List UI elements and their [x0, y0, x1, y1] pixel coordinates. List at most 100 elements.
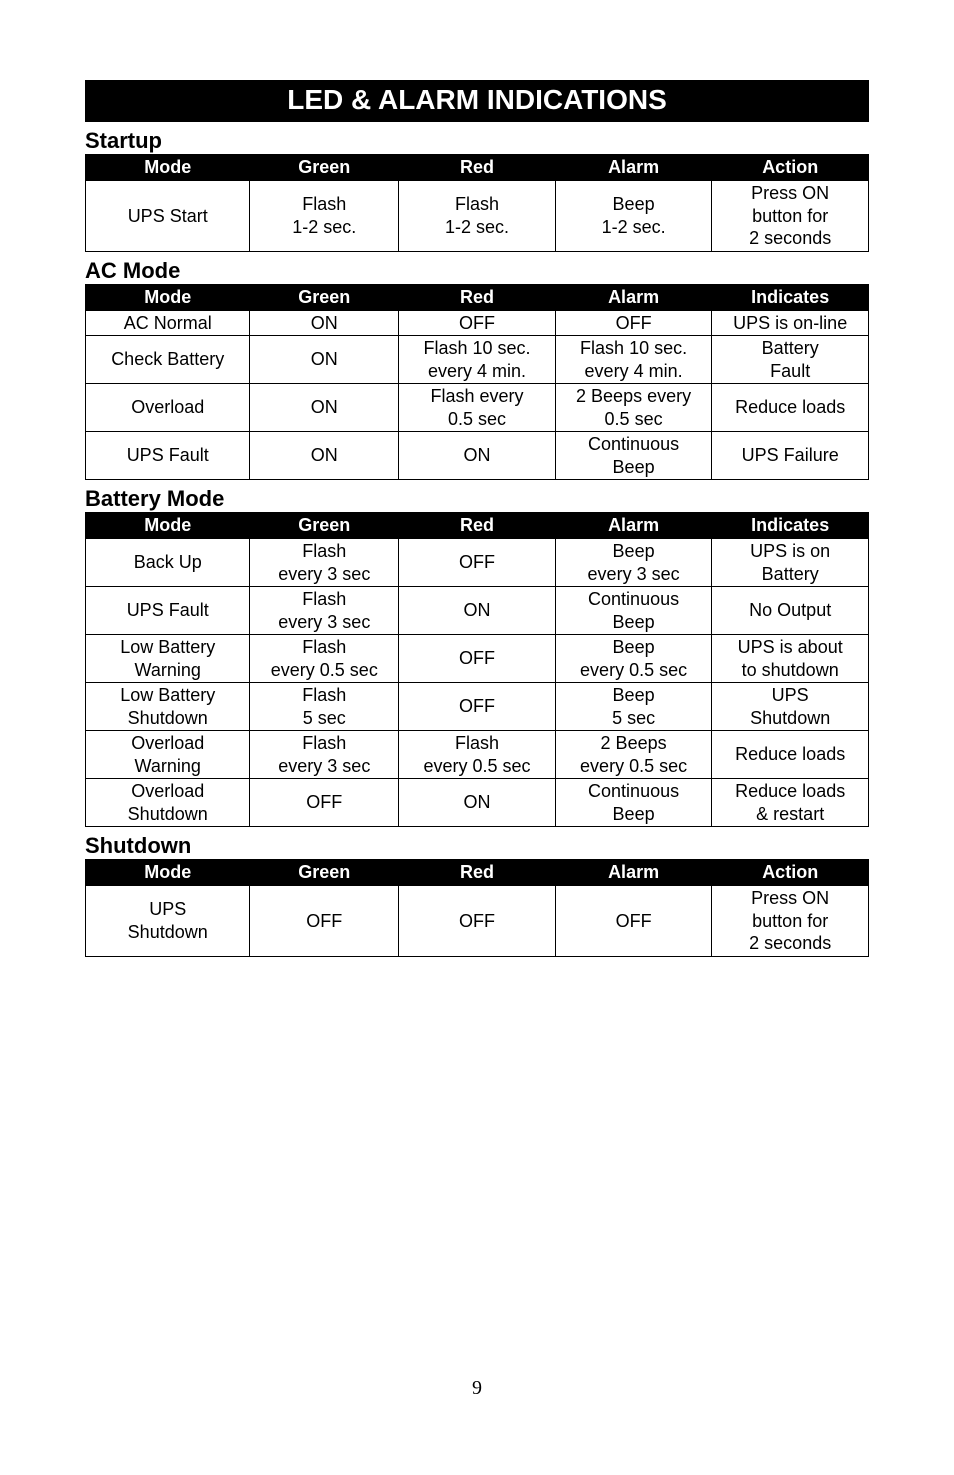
cell-green: Flashevery 3 sec	[250, 587, 399, 635]
cell-green: ON	[250, 432, 399, 480]
table-row: UPS Start Flash1-2 sec. Flash1-2 sec. Be…	[86, 181, 869, 252]
header-alarm: Alarm	[555, 284, 712, 310]
table-header-row: Mode Green Red Alarm Indicates	[86, 513, 869, 539]
cell-alarm: OFF	[555, 886, 712, 957]
cell-green: ON	[250, 310, 399, 336]
cell-alarm: ContinuousBeep	[555, 779, 712, 827]
table-row: Overload ON Flash every0.5 sec 2 Beeps e…	[86, 384, 869, 432]
table-header-row: Mode Green Red Alarm Action	[86, 860, 869, 886]
cell-indicates: Reduce loads& restart	[712, 779, 869, 827]
cell-red: OFF	[399, 539, 556, 587]
cell-indicates: UPS is onBattery	[712, 539, 869, 587]
table-row: OverloadShutdown OFF ON ContinuousBeep R…	[86, 779, 869, 827]
cell-alarm: Beep5 sec	[555, 683, 712, 731]
cell-red: Flash 10 sec.every 4 min.	[399, 336, 556, 384]
table-shutdown: Mode Green Red Alarm Action UPSShutdown …	[85, 859, 869, 957]
cell-green: Flashevery 3 sec	[250, 731, 399, 779]
header-alarm: Alarm	[555, 860, 712, 886]
table-row: UPS Fault ON ON ContinuousBeep UPS Failu…	[86, 432, 869, 480]
cell-mode: UPS Start	[86, 181, 250, 252]
table-row: Check Battery ON Flash 10 sec.every 4 mi…	[86, 336, 869, 384]
cell-action: Press ONbutton for2 seconds	[712, 181, 869, 252]
cell-alarm: Flash 10 sec.every 4 min.	[555, 336, 712, 384]
cell-red: Flashevery 0.5 sec	[399, 731, 556, 779]
cell-mode: Low BatteryWarning	[86, 635, 250, 683]
cell-indicates: No Output	[712, 587, 869, 635]
cell-green: Flashevery 3 sec	[250, 539, 399, 587]
section-title-batterymode: Battery Mode	[85, 486, 869, 512]
cell-red: ON	[399, 587, 556, 635]
header-green: Green	[250, 155, 399, 181]
cell-red: Flash1-2 sec.	[399, 181, 556, 252]
cell-alarm: 2 Beeps every0.5 sec	[555, 384, 712, 432]
cell-indicates: UPS is on-line	[712, 310, 869, 336]
table-row: UPSShutdown OFF OFF OFF Press ONbutton f…	[86, 886, 869, 957]
cell-alarm: ContinuousBeep	[555, 432, 712, 480]
cell-mode: UPS Fault	[86, 432, 250, 480]
cell-red: OFF	[399, 310, 556, 336]
cell-red: ON	[399, 432, 556, 480]
cell-action: Press ONbutton for2 seconds	[712, 886, 869, 957]
cell-mode: Check Battery	[86, 336, 250, 384]
header-mode: Mode	[86, 513, 250, 539]
cell-alarm: Beep1-2 sec.	[555, 181, 712, 252]
cell-mode: Overload	[86, 384, 250, 432]
header-red: Red	[399, 284, 556, 310]
header-mode: Mode	[86, 155, 250, 181]
header-action: Action	[712, 155, 869, 181]
table-header-row: Mode Green Red Alarm Action	[86, 155, 869, 181]
table-row: Back Up Flashevery 3 sec OFF Beepevery 3…	[86, 539, 869, 587]
cell-mode: UPS Fault	[86, 587, 250, 635]
header-indicates: Indicates	[712, 513, 869, 539]
table-acmode: Mode Green Red Alarm Indicates AC Normal…	[85, 284, 869, 481]
table-startup: Mode Green Red Alarm Action UPS Start Fl…	[85, 154, 869, 252]
cell-green: Flashevery 0.5 sec	[250, 635, 399, 683]
cell-indicates: Reduce loads	[712, 731, 869, 779]
header-alarm: Alarm	[555, 513, 712, 539]
cell-red: ON	[399, 779, 556, 827]
header-mode: Mode	[86, 860, 250, 886]
header-green: Green	[250, 284, 399, 310]
header-alarm: Alarm	[555, 155, 712, 181]
cell-alarm: Beepevery 0.5 sec	[555, 635, 712, 683]
header-green: Green	[250, 860, 399, 886]
cell-mode: AC Normal	[86, 310, 250, 336]
table-header-row: Mode Green Red Alarm Indicates	[86, 284, 869, 310]
table-row: AC Normal ON OFF OFF UPS is on-line	[86, 310, 869, 336]
cell-mode: Low BatteryShutdown	[86, 683, 250, 731]
document-page: LED & ALARM INDICATIONS Startup Mode Gre…	[0, 0, 954, 1440]
table-row: UPS Fault Flashevery 3 sec ON Continuous…	[86, 587, 869, 635]
section-title-startup: Startup	[85, 128, 869, 154]
cell-mode: UPSShutdown	[86, 886, 250, 957]
cell-green: ON	[250, 336, 399, 384]
cell-red: Flash every0.5 sec	[399, 384, 556, 432]
cell-red: OFF	[399, 683, 556, 731]
cell-indicates: Reduce loads	[712, 384, 869, 432]
header-red: Red	[399, 860, 556, 886]
cell-alarm: ContinuousBeep	[555, 587, 712, 635]
cell-alarm: Beepevery 3 sec	[555, 539, 712, 587]
cell-mode: OverloadShutdown	[86, 779, 250, 827]
table-row: Low BatteryShutdown Flash5 sec OFF Beep5…	[86, 683, 869, 731]
header-green: Green	[250, 513, 399, 539]
cell-green: OFF	[250, 779, 399, 827]
banner-title: LED & ALARM INDICATIONS	[85, 80, 869, 122]
cell-alarm: OFF	[555, 310, 712, 336]
cell-red: OFF	[399, 635, 556, 683]
cell-green: Flash1-2 sec.	[250, 181, 399, 252]
cell-indicates: UPS is aboutto shutdown	[712, 635, 869, 683]
header-mode: Mode	[86, 284, 250, 310]
cell-indicates: UPS Failure	[712, 432, 869, 480]
header-indicates: Indicates	[712, 284, 869, 310]
cell-green: ON	[250, 384, 399, 432]
cell-indicates: UPSShutdown	[712, 683, 869, 731]
cell-green: OFF	[250, 886, 399, 957]
table-row: OverloadWarning Flashevery 3 sec Flashev…	[86, 731, 869, 779]
table-row: Low BatteryWarning Flashevery 0.5 sec OF…	[86, 635, 869, 683]
table-batterymode: Mode Green Red Alarm Indicates Back Up F…	[85, 512, 869, 827]
cell-alarm: 2 Beepsevery 0.5 sec	[555, 731, 712, 779]
cell-green: Flash5 sec	[250, 683, 399, 731]
cell-mode: Back Up	[86, 539, 250, 587]
page-number: 9	[85, 1377, 869, 1400]
header-red: Red	[399, 513, 556, 539]
